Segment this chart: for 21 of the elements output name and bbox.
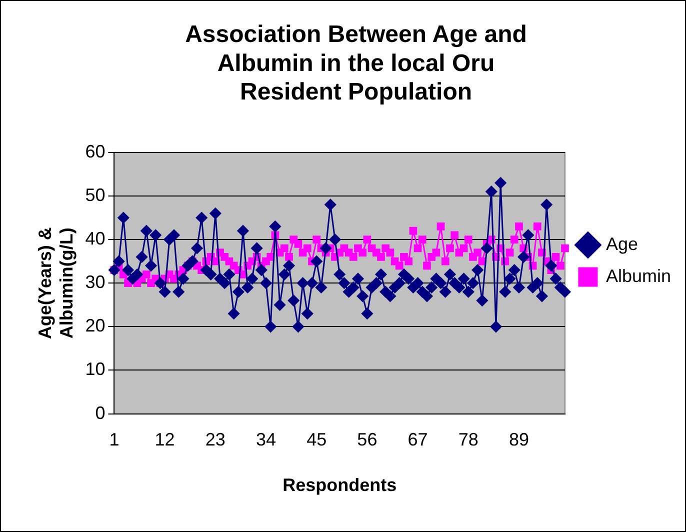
- x-tick-label: 23: [205, 430, 226, 450]
- y-tick-label: 10: [85, 359, 106, 380]
- x-tick-label: 89: [508, 430, 529, 450]
- x-tick-label: 45: [306, 430, 327, 450]
- x-tick-label: 56: [357, 430, 378, 450]
- y-tick-label: 30: [85, 272, 106, 292]
- y-tick-label: 60: [85, 141, 106, 162]
- x-axis-title: Respondents: [282, 475, 397, 496]
- x-tick-label: 78: [458, 430, 478, 450]
- y-tick-label: 50: [85, 184, 106, 205]
- legend-label: Age: [606, 234, 638, 254]
- x-tick-label: 34: [256, 430, 276, 450]
- y-tick-label: 40: [85, 228, 106, 248]
- x-tick-label: 67: [408, 430, 428, 450]
- chart-title: Association Between Age and Albumin in the local Oru Resident Population: [185, 21, 527, 106]
- legend-label: Albumin: [606, 266, 671, 286]
- x-tick-label: 1: [109, 430, 120, 450]
- y-tick-label: 20: [85, 316, 106, 336]
- x-tick-label: 12: [154, 430, 175, 450]
- y-tick-label: 0: [95, 402, 106, 423]
- y-axis-title: Age(Years) & Albumin(g/L): [34, 227, 76, 340]
